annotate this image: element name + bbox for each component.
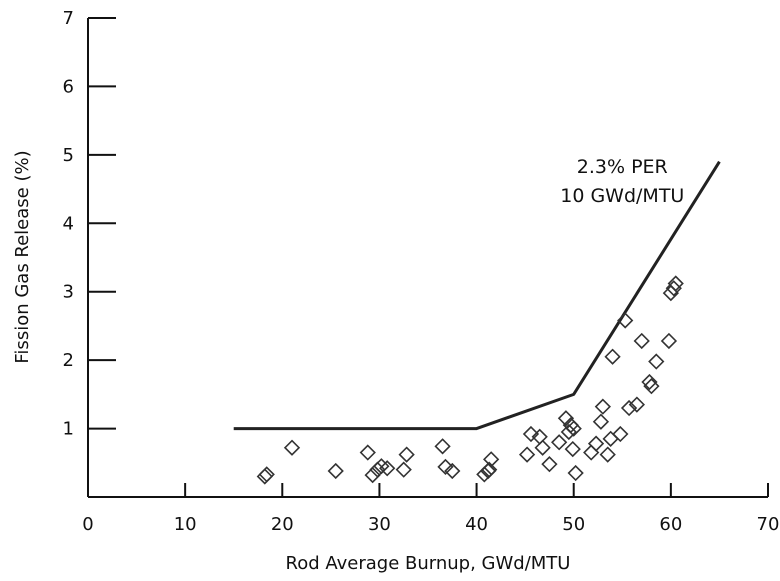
data-point-diamond bbox=[483, 451, 500, 468]
data-point-diamond bbox=[567, 464, 584, 482]
data-point-diamond bbox=[643, 378, 660, 395]
data-point-diamond bbox=[373, 458, 390, 475]
release-limit-line bbox=[233, 160, 721, 431]
data-point-diamond bbox=[583, 444, 600, 461]
data-point-diamond bbox=[599, 446, 616, 463]
data-point-diamond bbox=[620, 399, 638, 417]
data-point-diamond bbox=[587, 435, 605, 452]
x-tick-label: 20 bbox=[271, 514, 294, 535]
data-point-diamond bbox=[564, 440, 581, 458]
data-point-diamond bbox=[665, 280, 682, 297]
limit-line-group bbox=[233, 160, 721, 431]
y-tick-label: 5 bbox=[63, 145, 74, 166]
annotation-line-1: 2.3% PER bbox=[577, 156, 668, 178]
data-point-diamond bbox=[379, 460, 396, 477]
data-point-diamond bbox=[628, 396, 645, 413]
data-point-diamond bbox=[476, 466, 493, 483]
data-point-diamond bbox=[660, 332, 678, 350]
data-point-diamond bbox=[444, 462, 461, 480]
x-tick-label: 0 bbox=[82, 514, 93, 535]
data-point-diamond bbox=[481, 461, 498, 478]
data-point-diamond bbox=[551, 434, 568, 451]
x-tick-label: 60 bbox=[659, 514, 682, 535]
y-tick-label: 1 bbox=[63, 419, 74, 440]
data-point-diamond bbox=[648, 353, 665, 370]
data-point-diamond bbox=[667, 275, 684, 292]
annotation-line-2: 10 GWd/MTU bbox=[560, 185, 684, 207]
data-point-diamond bbox=[258, 466, 275, 483]
x-tick-label: 10 bbox=[174, 514, 197, 535]
x-tick-label: 70 bbox=[757, 514, 780, 535]
data-point-diamond bbox=[395, 461, 412, 478]
data-point-diamond bbox=[398, 446, 415, 463]
x-tick-label: 30 bbox=[368, 514, 391, 535]
data-point-diamond bbox=[641, 373, 658, 391]
data-point-diamond bbox=[327, 462, 344, 480]
data-point-diamond bbox=[617, 312, 634, 329]
data-point-diamond bbox=[522, 425, 540, 443]
y-tick-label: 2 bbox=[63, 350, 74, 371]
y-ticks: 1 2 3 4 5 6 7 bbox=[63, 8, 116, 440]
x-tick-label: 50 bbox=[562, 514, 585, 535]
data-point-diamond bbox=[437, 458, 454, 476]
data-point-diamond bbox=[602, 430, 619, 447]
data-point-diamond bbox=[256, 468, 273, 485]
data-point-diamond bbox=[565, 420, 582, 437]
plot-frame bbox=[87, 18, 768, 498]
data-point-diamond bbox=[612, 425, 629, 443]
data-point-diamond bbox=[534, 439, 551, 456]
data-point-diamond bbox=[557, 410, 575, 427]
data-point-diamond bbox=[364, 466, 381, 484]
x-axis-label: Rod Average Burnup, GWd/MTU bbox=[286, 553, 571, 574]
data-point-diamond bbox=[518, 446, 536, 463]
x-ticks: 0 10 20 30 40 50 60 70 bbox=[82, 483, 779, 535]
y-tick-label: 7 bbox=[63, 8, 74, 29]
data-point-diamond bbox=[594, 398, 611, 415]
y-tick-label: 3 bbox=[63, 282, 74, 303]
y-tick-label: 4 bbox=[63, 213, 74, 234]
data-point-diamond bbox=[283, 439, 301, 456]
data-point-diamond bbox=[592, 413, 610, 430]
data-point-diamond bbox=[434, 438, 451, 455]
data-point-diamond bbox=[541, 456, 558, 473]
y-axis-label: Fission Gas Release (%) bbox=[12, 150, 33, 363]
data-point-diamond bbox=[359, 444, 376, 461]
x-tick-label: 40 bbox=[465, 514, 488, 535]
y-tick-label: 6 bbox=[63, 76, 74, 97]
data-point-diamond bbox=[604, 348, 621, 365]
data-point-diamond bbox=[633, 332, 650, 350]
data-points bbox=[256, 275, 684, 485]
